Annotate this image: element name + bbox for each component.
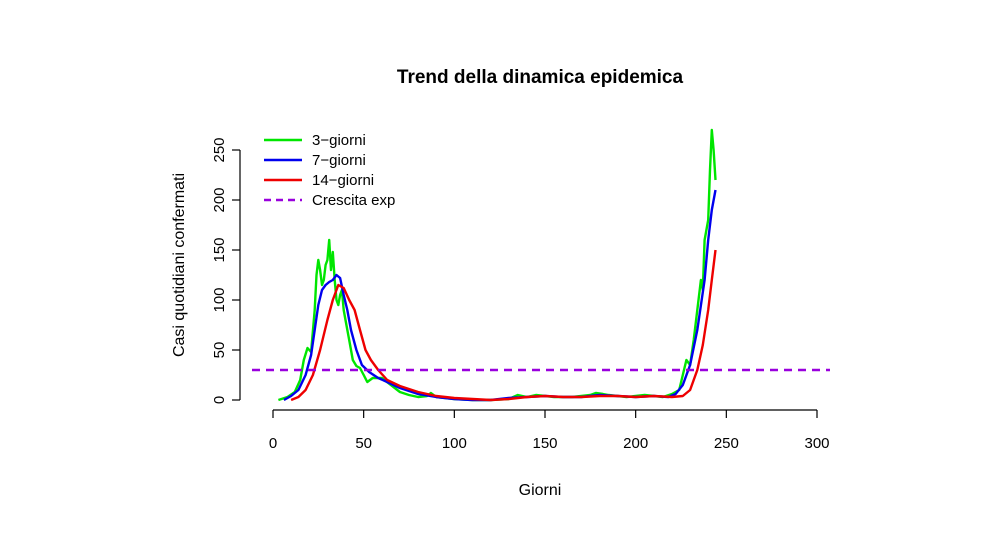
y-tick-label: 0 [211, 396, 228, 404]
chart-title: Trend della dinamica epidemica [397, 67, 684, 88]
legend-label: 14−giorni [312, 172, 374, 189]
x-tick-label: 50 [355, 435, 372, 452]
y-tick-label: 100 [211, 287, 228, 312]
legend-label: Crescita exp [312, 192, 395, 209]
x-tick-label: 250 [714, 435, 739, 452]
x-tick-label: 100 [442, 435, 467, 452]
series-line-2 [290, 249, 717, 402]
x-ticks: 0 50 100 150 200 250 300 [269, 410, 830, 452]
series-line-0 [278, 128, 717, 402]
y-tick-label: 50 [211, 342, 228, 359]
x-axis-label: Giorni [519, 482, 562, 499]
series-layer [252, 128, 830, 402]
x-tick-label: 150 [532, 435, 557, 452]
y-axis-label: Casi quotidiani confermati [171, 173, 188, 357]
y-tick-label: 250 [211, 137, 228, 162]
y-tick-label: 150 [211, 237, 228, 262]
x-tick-label: 0 [269, 435, 277, 452]
x-tick-label: 300 [804, 435, 829, 452]
series-line-1 [283, 189, 717, 402]
legend-label: 3−giorni [312, 132, 366, 149]
legend-label: 7−giorni [312, 152, 366, 169]
legend: 3−giorni 7−giorni 14−giorni Crescita exp [264, 132, 395, 209]
y-tick-label: 200 [211, 187, 228, 212]
y-ticks: 0 50 100 150 200 250 [211, 137, 240, 404]
x-tick-label: 200 [623, 435, 648, 452]
